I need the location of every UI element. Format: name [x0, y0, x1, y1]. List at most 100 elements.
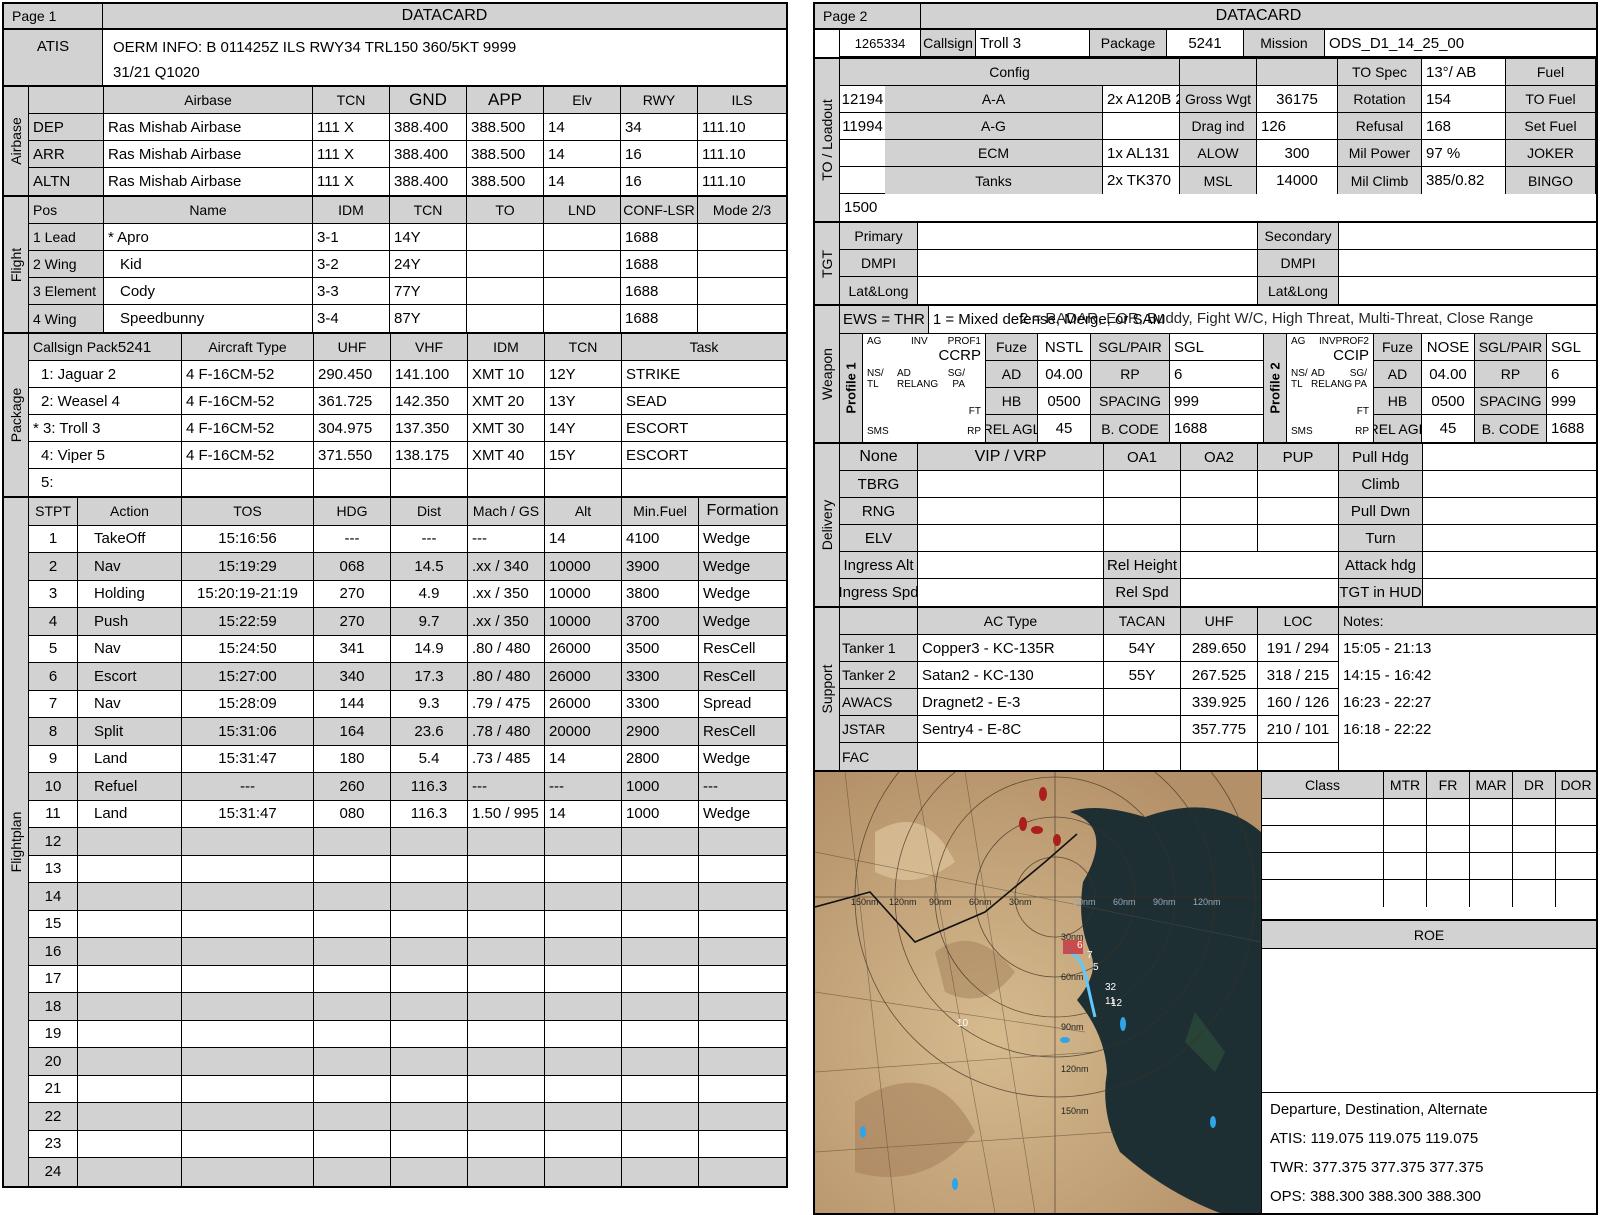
tactical-map[interactable]: 6 7 5 32 11 12 10 150nm 120nm 90nm 60nm 30nm 30nm 60… [815, 772, 1262, 1213]
flightplan-mach-gs [468, 1020, 545, 1048]
flightplan-alt [545, 1020, 622, 1048]
flightplan-alt: 26000 [545, 690, 622, 718]
flightplan-hdg [314, 1158, 391, 1186]
flightplan-formation [699, 856, 786, 883]
mini-ns: NS/ [867, 368, 884, 379]
class-cell [1384, 799, 1427, 826]
flightplan-formation: Wedge [699, 801, 786, 828]
airbase-header: ILS [698, 87, 786, 114]
weapon-fuze-label: Fuze [986, 334, 1038, 361]
map-waypoint-label: 7 [1087, 950, 1093, 961]
flightplan-hdg [314, 855, 391, 883]
airbase-role: ALTN [29, 168, 104, 195]
map-right-column: Class MTR FR MAR DR DOR ROE Departure, Destin… [1262, 772, 1596, 1213]
flight-name: * Apro [104, 224, 313, 251]
flightplan-alt: 14 [545, 800, 622, 828]
rel-spd-label: Rel Spd [1104, 579, 1181, 606]
package-tcn: 13Y [545, 388, 622, 415]
flightplan-alt: 10000 [545, 580, 622, 608]
milclimb-label: Mil Climb [1338, 167, 1422, 194]
flightplan-stpt: 11 [29, 800, 78, 828]
package-header: TCN [545, 334, 622, 361]
class-cell [1556, 853, 1596, 880]
package-task: ESCORT [622, 442, 786, 469]
setfuel-label: Set Fuel [1506, 113, 1596, 140]
flight-header: Mode 2/3 [698, 197, 786, 224]
profile-label: Profile 1 [840, 334, 863, 442]
airbase-header: Elv [544, 87, 621, 114]
weapon-relagl-value: 45 [1038, 415, 1091, 442]
class-header: Class [1262, 772, 1384, 799]
flightplan-min-fuel: 3900 [622, 553, 699, 581]
datacard-page-2: Page 2 DATACARD 1265334 Callsign Troll 3… [813, 2, 1598, 1215]
fuel-label: Fuel [1506, 59, 1596, 86]
flightplan-dist [391, 1158, 468, 1186]
mini-ag: AG [867, 336, 882, 347]
mini-inv: INV [911, 336, 928, 347]
flightplan-tos [182, 938, 314, 966]
flightplan-min-fuel [622, 1020, 699, 1048]
class-cell [1513, 826, 1556, 853]
package-vhf: 137.350 [391, 415, 468, 442]
class-cell [1470, 880, 1513, 907]
flightplan-action [78, 883, 182, 911]
flightplan-header: Min.Fuel [622, 498, 699, 526]
mini-sg: SG/ [947, 368, 965, 379]
package-type: 4 F-16CM-52 [182, 415, 314, 442]
map-range-label: 150nm [851, 897, 879, 907]
package-idm: XMT 30 [468, 415, 545, 442]
secondary-dmpi-label: DMPI [1258, 250, 1339, 277]
weapon-ad-label: AD [1374, 361, 1422, 388]
delivery-section: Delivery None VIP / VRP OA1 OA2 PUP Pull… [813, 442, 1598, 606]
flightplan-dist [391, 938, 468, 966]
joker-label: JOKER [1506, 140, 1596, 167]
flightplan-stpt: 2 [29, 553, 78, 581]
bingo-label: BINGO [1506, 167, 1596, 194]
flightplan-dist [391, 910, 468, 938]
map-range-label: 30nm [1073, 897, 1096, 907]
airbase-elv: 14 [544, 141, 621, 168]
weapon-ad-label: AD [986, 361, 1038, 388]
package-callsign: 5: [29, 469, 182, 496]
weapon-sglpair-value: SGL [1170, 334, 1263, 361]
flightplan-mach-gs: --- [468, 525, 545, 553]
comms-title: Departure, Destination, Alternate [1270, 1101, 1488, 1118]
turn-label: Turn [1339, 525, 1423, 552]
airbase-elv: 14 [544, 114, 621, 141]
flightplan-header: Alt [545, 498, 622, 526]
package-callsign: 4: Viper 5 [29, 442, 182, 469]
flightplan-header: Formation [699, 498, 786, 526]
map-range-label: 120nm [889, 897, 917, 907]
weapon-rp-label: RP [1475, 361, 1547, 388]
flightplan-min-fuel [622, 1158, 699, 1186]
flight-conf: 1688 [621, 305, 698, 332]
milclimb-value: 385/0.82 [1422, 167, 1506, 194]
flightplan-formation: Wedge [699, 746, 786, 773]
support-role: Tanker 1 [840, 635, 918, 662]
flight-lnd [544, 251, 621, 278]
class-cell [1513, 853, 1556, 880]
weapon-fuze-value: NSTL [1038, 334, 1091, 361]
flightplan-hdg: 180 [314, 745, 391, 773]
flightplan-formation: Wedge [699, 526, 786, 553]
flightplan-tos: 15:24:50 [182, 635, 314, 663]
flightplan-alt [545, 883, 622, 911]
map-sea [1070, 807, 1261, 1213]
bingo-value: 1500 [844, 199, 878, 216]
flightplan-mach-gs [468, 910, 545, 938]
support-header: UHF [1181, 608, 1258, 635]
airbase-role: DEP [29, 114, 104, 141]
map-friendly-icons [860, 1017, 1216, 1190]
flightplan-hdg [314, 883, 391, 911]
weapon-spacing-label: SPACING [1091, 388, 1170, 415]
flightplan-min-fuel: 4100 [622, 525, 699, 553]
airbase-name: Ras Mishab Airbase [104, 114, 313, 141]
flightplan-hdg: 341 [314, 635, 391, 663]
profile-display: AG INV PROF2 CCIP NS/TL AD RELANG SG/PA FT SMS RP [1287, 334, 1374, 442]
package-uhf: 304.975 [314, 415, 391, 442]
flightplan-min-fuel [622, 938, 699, 966]
atis-label: ATIS [4, 30, 103, 90]
flightplan-alt [545, 938, 622, 966]
package-header: UHF [314, 334, 391, 361]
